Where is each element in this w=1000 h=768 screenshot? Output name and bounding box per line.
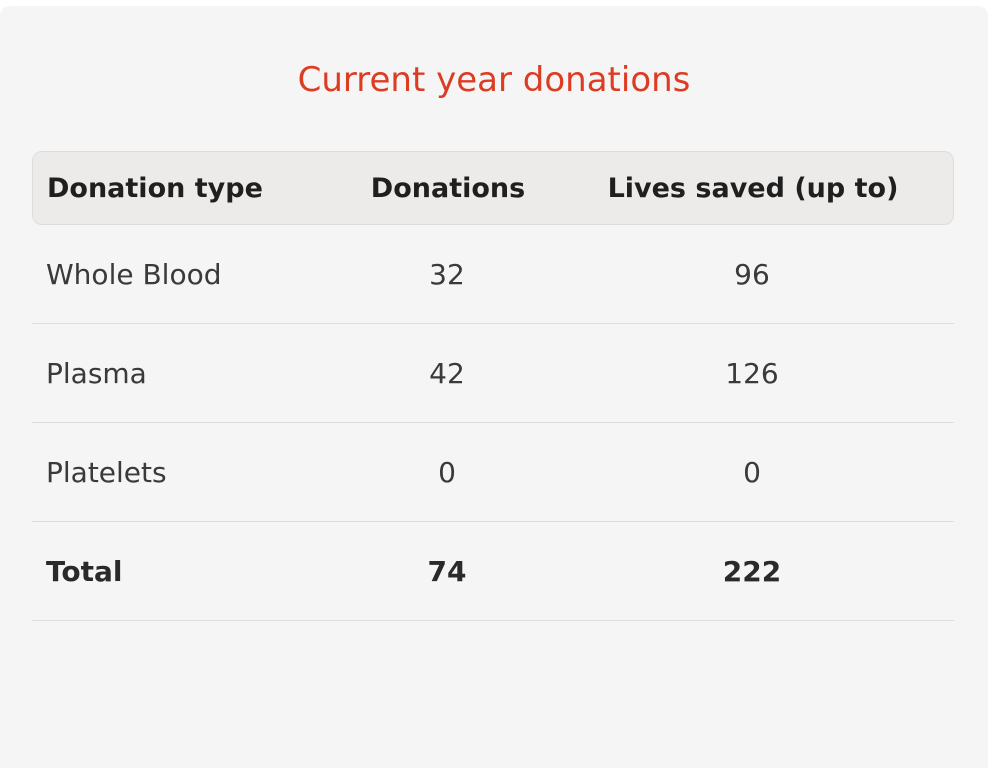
cell-donations: 0 [438, 455, 456, 489]
header-donations: Donations [370, 172, 526, 204]
cell-donations: 32 [429, 257, 465, 291]
cell-lives-saved: 96 [734, 257, 770, 291]
cell-lives-saved: 126 [725, 356, 779, 390]
donations-card: Current year donations Donation type Don… [0, 6, 988, 768]
table-total-row: Total 74 222 [32, 522, 954, 621]
total-donations: 74 [427, 554, 467, 588]
cell-donation-type: Whole Blood [46, 257, 222, 291]
card-title: Current year donations [297, 60, 691, 100]
table-row: Platelets 0 0 [32, 423, 954, 522]
cell-donation-type: Plasma [46, 356, 147, 390]
total-lives-saved: 222 [722, 554, 782, 588]
cell-donations: 42 [429, 356, 465, 390]
cell-donation-type: Platelets [46, 455, 167, 489]
cell-lives-saved: 0 [743, 455, 761, 489]
header-lives-saved: Lives saved (up to) [607, 172, 899, 204]
total-label: Total [46, 554, 123, 588]
header-donation-type: Donation type [47, 172, 263, 204]
table-header-row: Donation type Donations Lives saved (up … [32, 151, 954, 225]
donations-table: Donation type Donations Lives saved (up … [32, 151, 954, 621]
table-row: Plasma 42 126 [32, 324, 954, 423]
table-row: Whole Blood 32 96 [32, 225, 954, 324]
